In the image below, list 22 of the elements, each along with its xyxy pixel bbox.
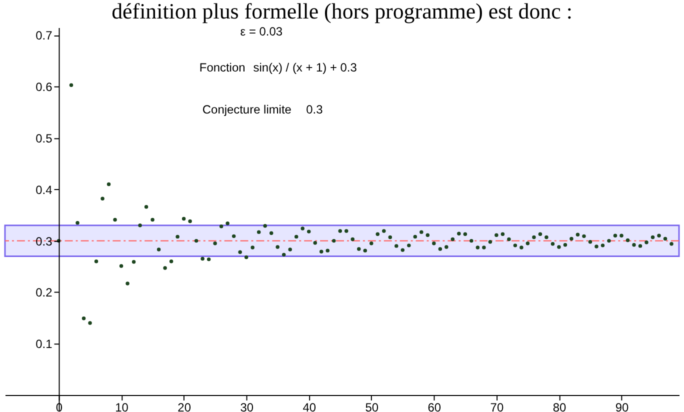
y-tick-label: 0.4 (36, 182, 53, 197)
x-tick-label: 80 (552, 400, 566, 412)
annotation: Fonction (199, 60, 246, 74)
annotation: 0.3 (306, 102, 324, 116)
chart-title: définition plus formelle (hors programme) est donc : (112, 0, 572, 24)
annotation: Conjecture limite (202, 102, 292, 116)
y-tick-label: 0.7 (36, 28, 53, 43)
annotation: sin(x) / (x + 1) + 0.3 (253, 60, 358, 74)
y-tick-label: 0.6 (36, 80, 53, 94)
x-tick-label: 90 (615, 400, 629, 412)
annotation: ε = 0.03 (240, 24, 283, 38)
y-tick-label: 0.2 (36, 286, 53, 300)
x-tick-label: 10 (115, 400, 129, 412)
y-tick-label: 0.3 (36, 234, 53, 248)
y-tick-label: 0.5 (36, 132, 53, 146)
x-tick-label: 20 (178, 400, 192, 412)
x-tick-label: 70 (490, 400, 504, 412)
x-tick-label: 30 (240, 400, 254, 412)
x-tick-label: 40 (302, 400, 316, 412)
x-tick-label: 60 (428, 400, 442, 412)
x-tick-label: 50 (365, 400, 379, 412)
y-tick-label: 0.1 (36, 337, 53, 352)
